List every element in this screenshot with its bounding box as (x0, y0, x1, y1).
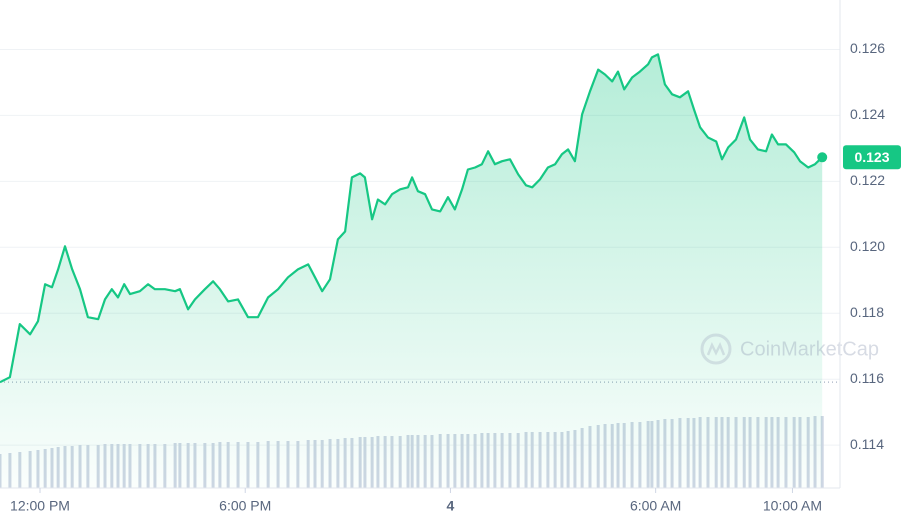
y-tick-label: 0.126 (850, 40, 885, 56)
watermark-logo-mark (706, 341, 726, 356)
price-tag: 0.123 (854, 149, 889, 165)
y-tick-label: 0.124 (850, 106, 885, 122)
price-tag-box (843, 145, 901, 170)
watermark-logo (700, 333, 732, 365)
x-tick-label: 12:00 PM (10, 498, 70, 514)
x-tick-label: 6:00 PM (219, 498, 271, 514)
watermark: CoinMarketCap (700, 333, 879, 365)
plot (0, 53, 840, 489)
y-tick-label: 0.118 (850, 304, 884, 320)
price-line (0, 53, 823, 384)
x-tick-label: 6:00 AM (630, 498, 681, 514)
y-tick-label: 0.120 (850, 238, 885, 254)
watermark-text: CoinMarketCap (740, 338, 879, 360)
y-tick-label: 0.116 (850, 370, 884, 386)
area-fill (0, 54, 823, 489)
volume-bar (820, 416, 824, 488)
x-tick-label: 10:00 AM (763, 498, 822, 514)
last-point (817, 152, 828, 163)
x-tick-label: 4 (447, 498, 455, 514)
y-tick-label: 0.122 (850, 172, 885, 188)
y-tick-label: 0.114 (850, 436, 884, 452)
